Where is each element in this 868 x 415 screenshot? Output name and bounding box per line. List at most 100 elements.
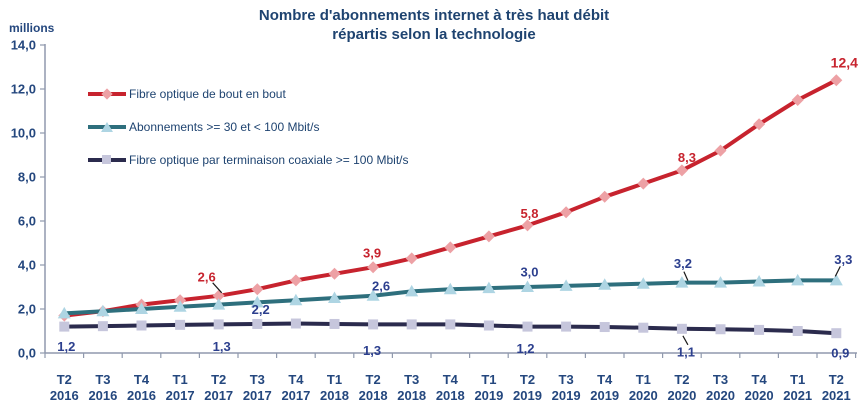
value-label: 1,2 xyxy=(516,341,534,356)
x-tick-label-quarter: T2 xyxy=(211,372,226,387)
value-label-leader xyxy=(212,282,223,294)
legend-label-abonnements-30-100: Abonnements >= 30 et < 100 Mbit/s xyxy=(129,120,320,134)
marker-diamond-icon xyxy=(560,206,573,219)
legend-label-fibre-terminaison-coaxiale: Fibre optique par terminaison coaxiale >… xyxy=(129,153,409,167)
y-tick-label: 6,0 xyxy=(18,214,36,229)
x-tick-label-quarter: T2 xyxy=(57,372,72,387)
x-tick-label-year: 2020 xyxy=(629,388,658,403)
marker-triangle-icon xyxy=(636,277,650,289)
marker-triangle-icon xyxy=(675,276,689,288)
x-tick-label-quarter: T2 xyxy=(520,372,535,387)
marker-square-icon xyxy=(483,320,494,331)
x-tick-label-year: 2020 xyxy=(706,388,735,403)
value-label: 1,2 xyxy=(57,339,75,354)
legend-item-fibre-bout-en-bout: Fibre optique de bout en bout xyxy=(88,84,409,104)
marker-square-icon xyxy=(638,322,649,333)
value-label: 3,3 xyxy=(834,252,852,267)
marker-square-icon xyxy=(522,321,533,332)
chart-title: Nombre d'abonnements internet à très hau… xyxy=(258,7,610,43)
x-tick-label-year: 2020 xyxy=(667,388,696,403)
x-tick-label-year: 2018 xyxy=(397,388,426,403)
marker-square-icon xyxy=(831,328,842,339)
x-tick-label-quarter: T4 xyxy=(288,372,304,387)
x-tick-label-year: 2019 xyxy=(513,388,542,403)
x-tick-label-year: 2017 xyxy=(166,388,195,403)
marker-triangle-icon xyxy=(57,306,71,319)
marker-triangle-icon xyxy=(443,282,457,295)
marker-square-icon xyxy=(715,324,726,335)
x-tick-label-year: 2016 xyxy=(50,388,79,403)
x-tick-label-quarter: T2 xyxy=(829,372,844,387)
marker-triangle-icon xyxy=(96,304,110,317)
x-tick-label-quarter: T3 xyxy=(250,372,265,387)
value-label: 8,3 xyxy=(678,150,696,165)
marker-diamond-icon xyxy=(367,261,380,274)
marker-square-icon xyxy=(445,319,456,330)
x-tick-label-quarter: T2 xyxy=(674,372,689,387)
value-label-leader xyxy=(683,271,689,281)
marker-triangle-icon xyxy=(714,276,727,288)
value-label-leader xyxy=(682,335,689,346)
y-tick-label: 2,0 xyxy=(18,302,36,317)
marker-diamond-icon xyxy=(637,177,650,190)
value-label: 2,6 xyxy=(198,269,216,284)
value-label: 2,2 xyxy=(252,302,270,317)
marker-diamond-icon xyxy=(675,164,688,177)
x-tick-label-year: 2016 xyxy=(88,388,117,403)
x-tick-label-quarter: T2 xyxy=(366,372,381,387)
x-tick-label-quarter: T3 xyxy=(95,372,110,387)
marker-triangle-icon xyxy=(598,278,612,290)
x-tick-label-quarter: T1 xyxy=(636,372,651,387)
value-label: 1,1 xyxy=(677,344,695,359)
marker-diamond-icon xyxy=(521,219,534,232)
marker-square-icon xyxy=(754,324,765,335)
marker-square-icon xyxy=(792,326,803,336)
value-label: 5,8 xyxy=(520,206,538,221)
legend-item-abonnements-30-100: Abonnements >= 30 et < 100 Mbit/s xyxy=(88,117,409,137)
x-tick-label-year: 2017 xyxy=(281,388,310,403)
legend-label-fibre-bout-en-bout: Fibre optique de bout en bout xyxy=(129,87,286,101)
marker-triangle-icon xyxy=(135,302,148,314)
marker-square-icon xyxy=(213,319,224,330)
marker-diamond-icon xyxy=(753,118,766,131)
x-tick-label-year: 2018 xyxy=(359,388,388,403)
legend-swatch-navy-square-icon xyxy=(88,150,126,170)
y-tick-label: 10,0 xyxy=(11,126,36,141)
y-tick-label: 0,0 xyxy=(18,346,36,361)
marker-diamond-icon xyxy=(174,294,187,307)
y-tick-label: 14,0 xyxy=(11,38,36,53)
value-label: 3,2 xyxy=(674,256,692,271)
marker-triangle-icon xyxy=(559,279,573,291)
chart-legend: Fibre optique de bout en bout Abonnement… xyxy=(88,84,409,170)
marker-triangle-icon xyxy=(482,281,496,294)
marker-square-icon xyxy=(368,319,379,330)
x-tick-label-year: 2017 xyxy=(243,388,272,403)
x-tick-label-quarter: T4 xyxy=(752,372,768,387)
marker-square-icon xyxy=(59,321,70,332)
value-label-leader xyxy=(834,266,841,277)
legend-item-fibre-terminaison-coaxiale: Fibre optique par terminaison coaxiale >… xyxy=(88,150,409,170)
value-label: 3,0 xyxy=(520,265,538,280)
value-label: 12,4 xyxy=(831,55,858,71)
marker-triangle-icon xyxy=(328,291,341,303)
x-tick-label-quarter: T4 xyxy=(597,372,613,387)
y-tick-label: 12,0 xyxy=(11,82,36,97)
marker-square-icon xyxy=(175,319,186,330)
x-tick-label-year: 2018 xyxy=(320,388,349,403)
marker-square-icon xyxy=(252,318,263,329)
marker-diamond-icon xyxy=(405,252,418,265)
marker-triangle-icon xyxy=(212,298,226,310)
marker-square-icon xyxy=(329,318,340,329)
x-tick-label-quarter: T1 xyxy=(481,372,496,387)
value-label: 2,6 xyxy=(372,278,390,293)
x-tick-label-year: 2017 xyxy=(204,388,233,403)
marker-triangle-icon xyxy=(791,273,805,286)
value-label: 1,3 xyxy=(363,343,381,358)
x-tick-label-year: 2019 xyxy=(474,388,503,403)
marker-triangle-icon xyxy=(829,273,843,286)
marker-triangle-icon xyxy=(405,284,419,297)
x-tick-label-year: 2021 xyxy=(822,388,851,403)
x-tick-label-quarter: T3 xyxy=(713,372,728,387)
